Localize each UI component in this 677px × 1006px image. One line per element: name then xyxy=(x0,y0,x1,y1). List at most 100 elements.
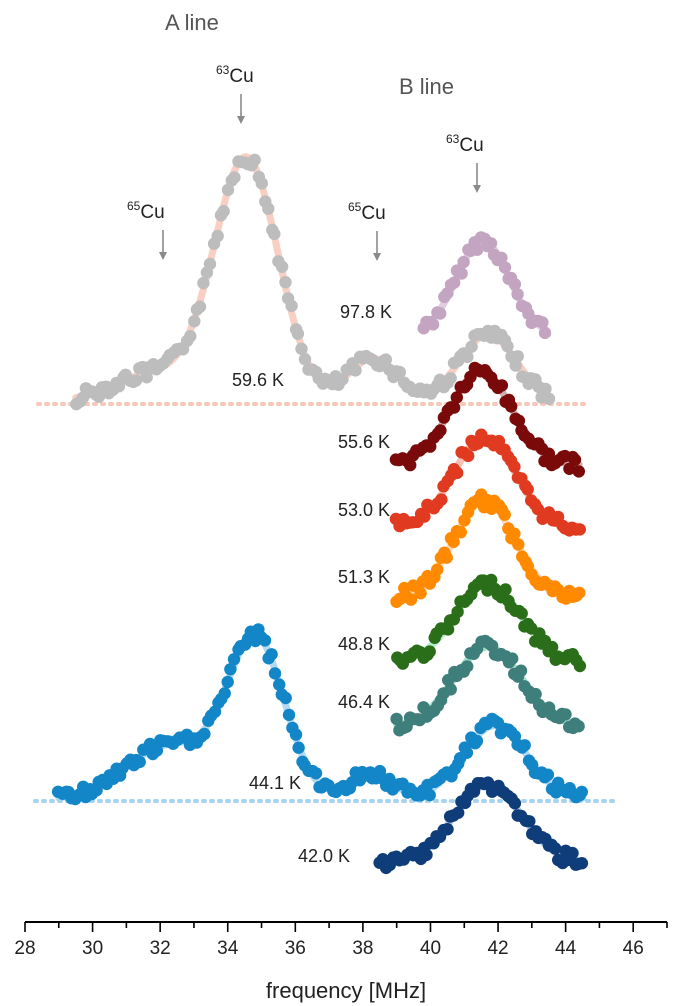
data-point xyxy=(292,741,305,754)
data-point xyxy=(197,276,210,290)
data-point xyxy=(542,392,556,405)
arrow-head-icon xyxy=(373,253,381,261)
data-point xyxy=(275,260,289,273)
data-point xyxy=(514,664,528,677)
data-point xyxy=(133,755,146,769)
data-point xyxy=(198,727,211,741)
x-tick-label: 40 xyxy=(420,938,441,959)
x-tick-label: 44 xyxy=(555,938,577,959)
series-label-488: 48.8 K xyxy=(338,634,390,654)
series-label-978: 97.8 K xyxy=(340,302,392,322)
data-point xyxy=(572,465,585,478)
data-point xyxy=(423,645,436,658)
data-point xyxy=(265,648,278,661)
data-point xyxy=(224,663,237,676)
data-point xyxy=(393,365,406,379)
data-point xyxy=(418,510,431,523)
data-point xyxy=(508,527,521,540)
series-label-513: 51.3 K xyxy=(338,567,390,587)
data-point xyxy=(573,659,587,673)
data-point xyxy=(184,330,197,343)
data-point xyxy=(285,299,298,313)
series-label-420: 42.0 K xyxy=(298,846,350,866)
data-point xyxy=(511,288,524,301)
fit-curve-596 xyxy=(72,153,553,402)
arrow-head-icon xyxy=(473,185,481,193)
data-point xyxy=(451,466,464,480)
x-tick-label: 28 xyxy=(14,938,35,959)
marker-element: Cu xyxy=(361,203,385,224)
data-point xyxy=(255,177,268,190)
data-point xyxy=(435,493,448,506)
header-b-line: B line xyxy=(399,74,454,99)
data-point xyxy=(227,653,241,666)
data-point xyxy=(461,660,474,673)
marker-label-cu63-b: 63Cu xyxy=(446,132,484,156)
data-point xyxy=(248,153,261,167)
data-point xyxy=(460,746,474,759)
data-point xyxy=(188,315,201,328)
data-point xyxy=(508,797,522,810)
data-point xyxy=(404,593,418,606)
data-point xyxy=(575,785,588,799)
series-label-556: 55.6 K xyxy=(338,432,390,452)
data-point xyxy=(508,278,522,291)
data-point xyxy=(563,462,576,475)
data-point xyxy=(420,848,433,862)
data-point xyxy=(447,535,460,548)
data-point xyxy=(511,350,524,363)
series-556 xyxy=(389,361,585,478)
data-point xyxy=(129,374,143,387)
data-point xyxy=(559,708,572,721)
x-tick-label: 42 xyxy=(487,938,508,959)
x-tick-label: 34 xyxy=(217,938,239,959)
data-point xyxy=(521,483,534,496)
data-point xyxy=(512,414,526,427)
data-point xyxy=(349,364,362,377)
series-488 xyxy=(391,573,587,673)
marker-element: Cu xyxy=(140,202,164,223)
data-point xyxy=(509,359,522,372)
data-point xyxy=(258,634,272,647)
marker-isotope: 65 xyxy=(348,200,362,214)
data-point xyxy=(262,202,275,215)
data-point xyxy=(92,390,106,403)
data-point xyxy=(279,276,292,289)
data-point xyxy=(291,327,305,340)
data-point xyxy=(549,842,562,855)
data-point xyxy=(529,687,542,701)
x-tick-label: 46 xyxy=(623,938,644,959)
data-point xyxy=(498,261,512,274)
data-point xyxy=(150,744,164,757)
data-point xyxy=(268,667,282,680)
data-point xyxy=(112,380,126,393)
data-point xyxy=(566,846,579,860)
data-point xyxy=(440,551,453,564)
data-point xyxy=(273,678,286,691)
marker-label-cu65-a: 65Cu xyxy=(127,199,165,223)
data-point xyxy=(423,788,436,802)
marker-label-cu65-b: 65Cu xyxy=(348,200,386,224)
data-point xyxy=(508,460,521,473)
data-point xyxy=(414,587,427,600)
data-point xyxy=(434,307,447,320)
marker-element: Cu xyxy=(459,135,483,156)
data-point xyxy=(455,267,468,280)
series-label-596: 59.6 K xyxy=(232,370,284,390)
data-point xyxy=(465,340,478,353)
data-point xyxy=(431,563,444,576)
data-point xyxy=(568,453,582,466)
data-point xyxy=(221,675,234,689)
data-point xyxy=(282,708,296,722)
data-point xyxy=(309,767,323,780)
data-point xyxy=(454,526,467,539)
data-point xyxy=(295,342,308,355)
data-point xyxy=(536,316,549,329)
marker-isotope: 65 xyxy=(127,199,141,213)
data-point xyxy=(434,424,447,437)
marker-isotope: 63 xyxy=(446,132,460,146)
data-point xyxy=(484,237,498,250)
data-point xyxy=(390,712,403,726)
data-point xyxy=(505,400,518,413)
